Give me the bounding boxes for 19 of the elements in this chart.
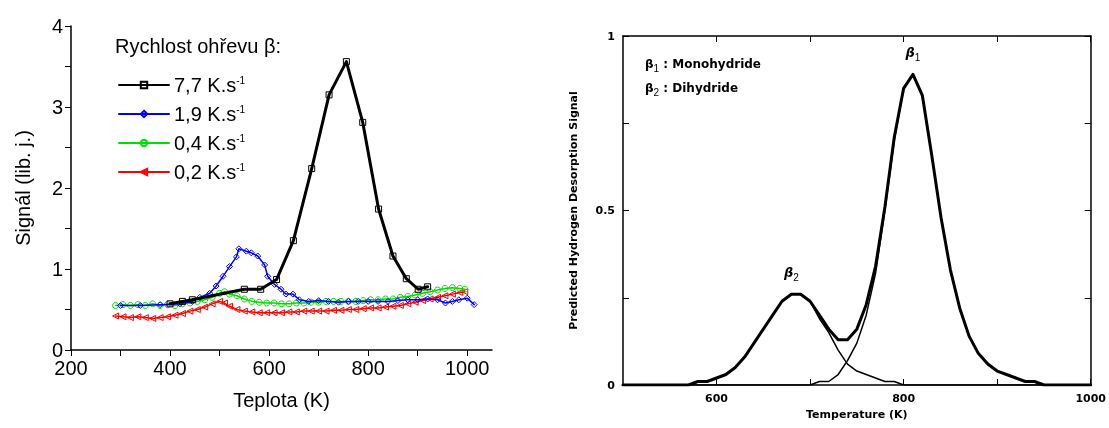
y-axis-title: Predicted Hydrogen Desorption Signal bbox=[567, 91, 580, 330]
legend-title: Rychlost ohřevu β: bbox=[115, 35, 282, 57]
y-tick-label: 2 bbox=[51, 177, 63, 199]
y-tick-label: 4 bbox=[51, 15, 63, 37]
y-tick-label: 1 bbox=[607, 29, 615, 43]
y-tick-label: 0.5 bbox=[595, 204, 615, 217]
y-axis-title: Signál (lib. j.) bbox=[12, 130, 34, 246]
y-tick-label: 3 bbox=[51, 96, 63, 118]
x-tick-label: 1000 bbox=[1075, 392, 1107, 405]
x-axis-title: Teplota (K) bbox=[233, 389, 330, 411]
x-tick-label: 800 bbox=[351, 357, 385, 379]
y-tick-label: 0 bbox=[607, 378, 616, 392]
x-tick-label: 400 bbox=[153, 357, 187, 379]
x-axis-title: Temperature (K) bbox=[806, 408, 908, 421]
y-tick-label: 1 bbox=[51, 258, 63, 280]
x-tick-label: 1000 bbox=[444, 357, 490, 379]
x-tick-label: 600 bbox=[705, 392, 729, 405]
x-tick-label: 600 bbox=[252, 357, 286, 379]
x-tick-label: 800 bbox=[892, 392, 916, 405]
